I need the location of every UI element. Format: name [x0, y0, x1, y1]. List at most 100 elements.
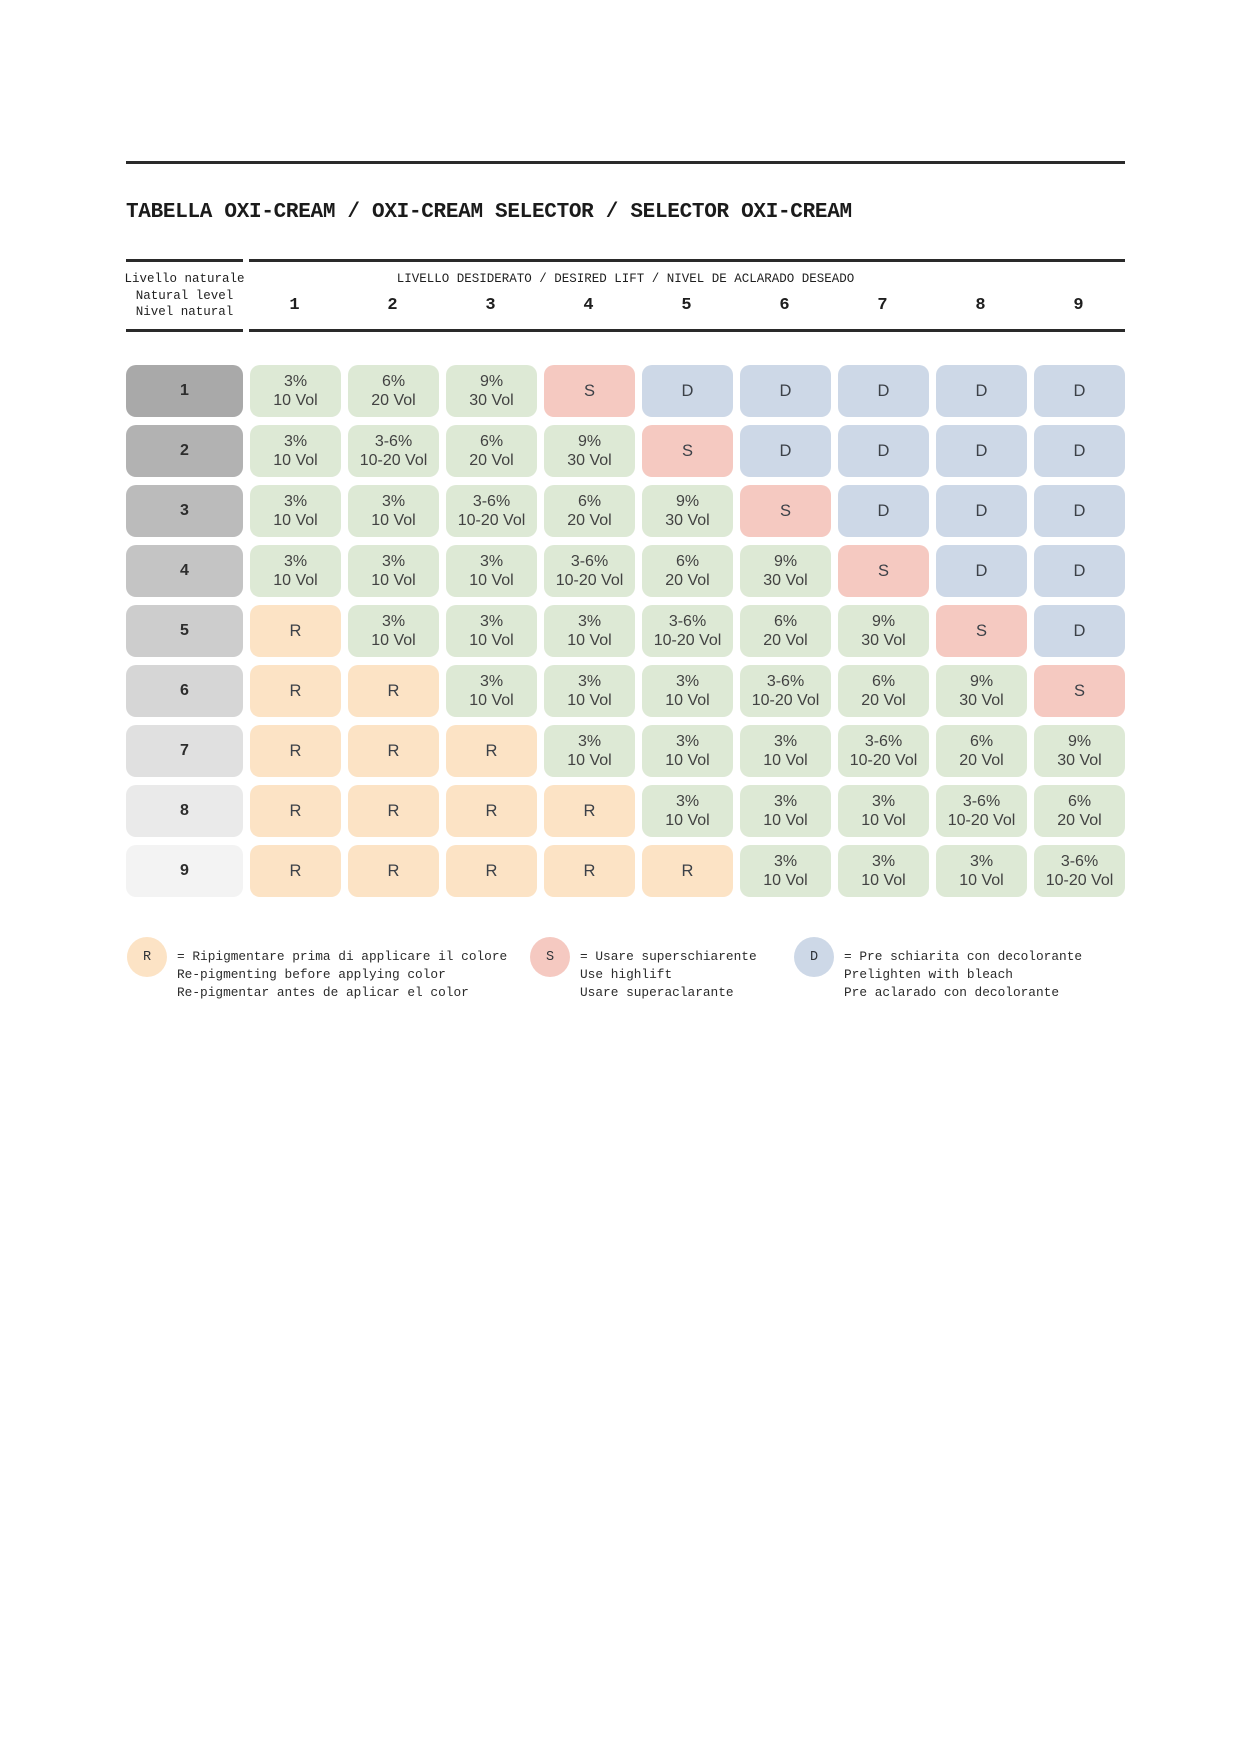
cell-r8-c7: 3% 10 Vol [838, 785, 929, 837]
cell-text: 20 Vol [469, 452, 514, 469]
cell-text: 9% [1067, 733, 1092, 750]
cell-r5-c5: 3-6% 10-20 Vol [642, 605, 733, 657]
oxi-cream-table: 1 3% 10 Vol 6% 20 Vol 9% 30 Vol S D D D D D 2 3% 10 Vol… [126, 365, 1125, 897]
cell-text: 9% [577, 433, 602, 450]
cell-text: S [1073, 681, 1085, 700]
cell-text: D [681, 381, 694, 400]
cell-text: 10 Vol [763, 812, 808, 829]
cell-r5-c4: 3% 10 Vol [544, 605, 635, 657]
cell-r3-c2: 3% 10 Vol [348, 485, 439, 537]
cell-r5-c1: R [250, 605, 341, 657]
cell-text: 3% [577, 613, 602, 630]
cell-text: R [583, 801, 596, 820]
cell-r5-c7: 9% 30 Vol [838, 605, 929, 657]
cell-r9-c9: 3-6% 10-20 Vol [1034, 845, 1125, 897]
column-header-8: 8 [975, 296, 986, 315]
column-header-5: 5 [681, 296, 692, 315]
cell-text: D [779, 381, 792, 400]
cell-text: 6% [577, 493, 602, 510]
cell-r1-c1: 3% 10 Vol [250, 365, 341, 417]
cell-r9-c1: R [250, 845, 341, 897]
cell-text: 10 Vol [763, 872, 808, 889]
cell-r3-c1: 3% 10 Vol [250, 485, 341, 537]
cell-text: 10 Vol [273, 392, 318, 409]
cell-text: R [485, 801, 498, 820]
cell-r3-c5: 9% 30 Vol [642, 485, 733, 537]
cell-text: R [289, 801, 302, 820]
cell-text: 3% [381, 493, 406, 510]
cell-text: D [1073, 501, 1086, 520]
legend-text-line: Prelighten with bleach [844, 967, 1013, 982]
cell-text: 3% [479, 553, 504, 570]
cell-text: 3% [577, 673, 602, 690]
cell-r2-c1: 3% 10 Vol [250, 425, 341, 477]
cell-r4-c9: D [1034, 545, 1125, 597]
column-numbers: 1 2 3 4 5 6 7 8 9 [249, 296, 1124, 315]
cell-text: R [289, 861, 302, 880]
cell-text: 20 Vol [763, 632, 808, 649]
cell-r3-c9: D [1034, 485, 1125, 537]
row-level-6: 6 [126, 665, 243, 717]
cell-text: R [583, 861, 596, 880]
cell-r8-c4: R [544, 785, 635, 837]
cell-r5-c2: 3% 10 Vol [348, 605, 439, 657]
cell-text: 10 Vol [371, 632, 416, 649]
cell-r2-c5: S [642, 425, 733, 477]
column-header-3: 3 [485, 296, 496, 315]
row-level-7: 7 [126, 725, 243, 777]
cell-text: 10 Vol [959, 872, 1004, 889]
cell-text: 3% [871, 793, 896, 810]
cell-text: 6% [479, 433, 504, 450]
cell-r8-c8: 3-6% 10-20 Vol [936, 785, 1027, 837]
cell-text: 10 Vol [273, 512, 318, 529]
cell-text: 10-20 Vol [751, 692, 820, 709]
cell-r6-c2: R [348, 665, 439, 717]
cell-r7-c3: R [446, 725, 537, 777]
cell-text: S [975, 621, 987, 640]
desired-lift-header: LIVELLO DESIDERATO / DESIRED LIFT / NIVE… [396, 272, 855, 286]
natural-level-line-es: Nivel natural [135, 305, 234, 319]
cell-r1-c6: D [740, 365, 831, 417]
cell-text: 3% [381, 613, 406, 630]
legend-item-S: S = Usare superschiarente Use highlift Usar… [530, 937, 757, 1002]
row-level-3: 3 [126, 485, 243, 537]
cell-r6-c1: R [250, 665, 341, 717]
cell-text: 3% [577, 733, 602, 750]
cell-text: 10 Vol [861, 872, 906, 889]
column-header-2: 2 [387, 296, 398, 315]
header-rule-top-right [249, 259, 1125, 262]
cell-text: R [387, 801, 400, 820]
cell-text: 20 Vol [1057, 812, 1102, 829]
row-level-4: 4 [126, 545, 243, 597]
cell-text: D [877, 441, 890, 460]
cell-text: 10 Vol [665, 692, 710, 709]
cell-text: D [1073, 621, 1086, 640]
cell-text: 3% [479, 613, 504, 630]
cell-text: 10 Vol [567, 692, 612, 709]
cell-text: R [289, 681, 302, 700]
cell-text: 3-6% [864, 733, 903, 750]
cell-r6-c6: 3-6% 10-20 Vol [740, 665, 831, 717]
cell-text: 10 Vol [763, 752, 808, 769]
cell-text: R [387, 681, 400, 700]
cell-r2-c7: D [838, 425, 929, 477]
cell-r1-c9: D [1034, 365, 1125, 417]
cell-text: 10 Vol [469, 632, 514, 649]
cell-text: D [877, 381, 890, 400]
cell-r7-c1: R [250, 725, 341, 777]
legend-text-line: = Pre schiarita con decolorante [844, 949, 1083, 964]
cell-r4-c1: 3% 10 Vol [250, 545, 341, 597]
cell-text: S [877, 561, 889, 580]
cell-text: R [485, 861, 498, 880]
cell-text: 9% [675, 493, 700, 510]
row-level-2: 2 [126, 425, 243, 477]
cell-text: 10 Vol [273, 572, 318, 589]
cell-text: 10 Vol [567, 632, 612, 649]
cell-text: 3% [283, 553, 308, 570]
cell-r3-c6: S [740, 485, 831, 537]
cell-r3-c4: 6% 20 Vol [544, 485, 635, 537]
cell-r1-c8: D [936, 365, 1027, 417]
top-rule [126, 161, 1125, 164]
cell-r5-c9: D [1034, 605, 1125, 657]
cell-text: 10-20 Vol [457, 512, 526, 529]
